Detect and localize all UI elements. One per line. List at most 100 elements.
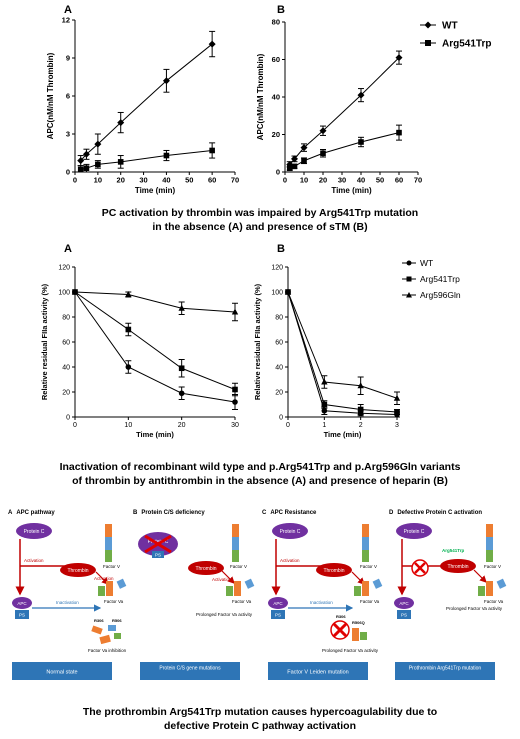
- legend-marker-circle: [406, 260, 412, 266]
- y-tick-label: 20: [275, 389, 283, 396]
- svg-text:Thrombin: Thrombin: [447, 564, 468, 570]
- data-point: [394, 409, 400, 415]
- svg-text:PS: PS: [155, 553, 161, 558]
- svg-text:Inactivation: Inactivation: [310, 600, 333, 605]
- figure2-chart-b: 0 1 2 3 0 20 40 60 80 100 120 Time (min) Relative re…: [253, 264, 401, 439]
- x-axis-label: Time (min): [135, 186, 176, 195]
- svg-text:Factor V: Factor V: [230, 564, 247, 569]
- svg-text:Prolonged Factor Va activity: Prolonged Factor Va activity: [196, 612, 253, 617]
- y-tick-label: 9: [66, 54, 70, 63]
- panel-c: C APC Resistance Protein C Activation Thr…: [262, 510, 383, 680]
- caption-line: The prothrombin Arg541Trp mutation cause…: [82, 706, 438, 718]
- svg-text:APC: APC: [399, 601, 409, 606]
- panel-d-footer: [395, 662, 495, 680]
- legend-marker-triangle: [406, 292, 412, 298]
- x-tick-label: 0: [73, 176, 77, 185]
- data-point: [291, 163, 298, 170]
- svg-text:Activation: Activation: [24, 558, 44, 563]
- svg-text:Factor V: Factor V: [484, 564, 501, 569]
- data-point: [83, 165, 90, 171]
- svg-text:Thrombin: Thrombin: [67, 568, 88, 574]
- x-tick-label: 30: [139, 176, 147, 185]
- y-tick-label: 40: [62, 364, 70, 371]
- y-tick-label: 12: [62, 16, 70, 25]
- panel-letter: A: [64, 4, 72, 16]
- x-tick-label: 60: [395, 176, 403, 185]
- panel-letter: B: [277, 4, 285, 16]
- series-line: [74, 291, 236, 403]
- data-point: [125, 326, 132, 333]
- svg-text:Prothrombin Arg541Trp mutation: Prothrombin Arg541Trp mutation: [409, 666, 482, 672]
- legend-label-wt: WT: [420, 258, 433, 268]
- y-tick-label: 80: [272, 18, 280, 27]
- series-line: [287, 291, 398, 413]
- data-point: [178, 390, 185, 397]
- y-tick-label: 100: [58, 289, 70, 296]
- x-tick-label: 2: [359, 422, 363, 429]
- legend-label-wt: WT: [442, 21, 458, 32]
- svg-text:PS: PS: [401, 613, 407, 618]
- data-point: [321, 401, 328, 408]
- series-line: [287, 291, 398, 415]
- y-tick-label: 0: [279, 414, 283, 421]
- panel-c-title: C APC Resistance: [262, 510, 317, 516]
- svg-text:APC: APC: [273, 601, 283, 606]
- svg-text:Factor V: Factor V: [360, 564, 377, 569]
- x-tick-label: 70: [414, 176, 422, 185]
- svg-text:APC: APC: [17, 601, 27, 606]
- x-tick-label: 40: [357, 176, 365, 185]
- x-tick-label: 60: [208, 176, 216, 185]
- series-line: [80, 43, 213, 161]
- figure2-chart-a: 0 10 20 30 0 20 40 60 80 100 120 Time (min) Relative…: [40, 264, 239, 439]
- svg-text:R306: R306: [94, 618, 104, 623]
- svg-text:R306: R306: [336, 614, 346, 619]
- svg-text:PS: PS: [19, 613, 25, 618]
- data-point: [357, 382, 364, 389]
- data-point: [117, 159, 124, 165]
- panel-c-footer: [268, 662, 368, 680]
- svg-text:Factor V: Factor V: [103, 564, 120, 569]
- svg-text:Factor Va: Factor Va: [104, 599, 124, 604]
- data-point: [319, 127, 327, 135]
- data-point: [300, 144, 308, 152]
- panel-b-footer: [140, 662, 240, 680]
- series-line: [287, 291, 398, 399]
- svg-text:Factor Va: Factor Va: [484, 599, 504, 604]
- y-tick-label: 60: [275, 339, 283, 346]
- data-point: [71, 288, 79, 295]
- y-axis-label: APC(nM/nM Thrombin): [46, 52, 55, 139]
- y-tick-label: 80: [62, 314, 70, 321]
- figure1: A B 0 10 20 30 40 50 60 70 0 3 6 9 12 Time (min) APC(n…: [0, 0, 520, 235]
- svg-text:Factor Va: Factor Va: [232, 599, 252, 604]
- figure3: A APC pathway Protein C Activation Thromb…: [0, 504, 520, 739]
- figure3-caption: The prothrombin Arg541Trp mutation cause…: [0, 705, 520, 733]
- y-tick-label: 0: [66, 168, 70, 177]
- data-point: [77, 157, 85, 165]
- panel-b-title: B Protein C/S deficiency: [133, 510, 205, 516]
- y-axis-label: Relative residual FIIa activity (%): [40, 283, 49, 400]
- x-tick-label: 1: [322, 422, 326, 429]
- svg-text:Protein C: Protein C: [24, 529, 45, 535]
- y-axis-label: APC(nM/nM Thrombin): [256, 53, 265, 140]
- y-axis-label: Relative residual FIIa activity (%): [253, 283, 262, 400]
- svg-text:Protein C: Protein C: [148, 539, 169, 545]
- svg-text:Prolonged Factor Va activity: Prolonged Factor Va activity: [322, 648, 379, 653]
- data-point: [321, 378, 328, 385]
- x-tick-label: 10: [94, 176, 102, 185]
- svg-text:Factor V Leiden mutation: Factor V Leiden mutation: [287, 670, 348, 676]
- data-point: [163, 152, 170, 159]
- x-tick-label: 20: [117, 176, 125, 185]
- figure1-caption: PC activation by thrombin was impaired b…: [0, 206, 520, 234]
- svg-text:Activation: Activation: [94, 576, 114, 581]
- legend-label-arg541trp: Arg541Trp: [442, 39, 491, 50]
- data-point: [94, 140, 102, 148]
- x-axis-label: Time (min): [331, 186, 372, 195]
- data-point: [209, 147, 215, 154]
- x-tick-label: 20: [178, 422, 186, 429]
- svg-text:Arg541Trp: Arg541Trp: [442, 548, 465, 553]
- svg-text:Inactivation: Inactivation: [56, 600, 79, 605]
- figure2-caption: Inactivation of recombinant wild type an…: [0, 460, 520, 488]
- data-point: [301, 157, 307, 164]
- x-tick-label: 3: [395, 422, 399, 429]
